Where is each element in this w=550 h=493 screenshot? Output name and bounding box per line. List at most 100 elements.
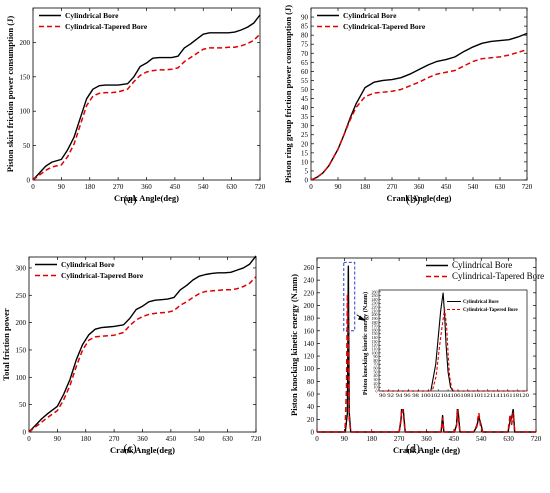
y-tick-label: 75 xyxy=(301,41,309,49)
x-tick-label: 270 xyxy=(394,435,405,443)
y-tick-label: 50 xyxy=(23,142,31,150)
y-tick-label: 45 xyxy=(301,95,309,103)
inset-y-tick-label: 140 xyxy=(372,335,378,340)
inset-series-line xyxy=(379,292,527,392)
y-tick-label: 0 xyxy=(23,429,27,437)
y-tick-label: 260 xyxy=(304,264,315,272)
y-tick-label: 25 xyxy=(301,131,309,139)
inset-background xyxy=(367,286,532,409)
y-tick-label: 0 xyxy=(305,177,309,185)
inset-y-tick-label: 190 xyxy=(372,316,378,321)
y-tick-label: 150 xyxy=(16,346,27,354)
x-tick-label: 720 xyxy=(522,183,533,191)
y-tick-label: 200 xyxy=(20,39,31,47)
x-tick-label: 540 xyxy=(194,435,205,443)
x-tick-label: 720 xyxy=(251,435,262,443)
inset-y-axis-label: Piston knocking kinetic energy (N.mm) xyxy=(362,292,369,395)
x-tick-label: 360 xyxy=(414,183,425,191)
x-tick-label: 450 xyxy=(166,435,177,443)
y-tick-label: 180 xyxy=(304,315,315,323)
y-tick-label: 65 xyxy=(301,59,309,67)
x-tick-label: 180 xyxy=(85,183,96,191)
x-tick-label: 630 xyxy=(503,435,514,443)
x-tick-label: 90 xyxy=(58,183,66,191)
y-tick-label: 120 xyxy=(304,353,315,361)
y-tick-label: 50 xyxy=(19,401,27,409)
y-tick-label: 70 xyxy=(301,50,309,58)
y-tick-label: 40 xyxy=(301,104,309,112)
legend-entry: Cylindrical-Tapered Bore xyxy=(61,271,144,280)
x-tick-label: 90 xyxy=(335,183,343,191)
plot-frame xyxy=(28,256,257,433)
y-axis-label: Piston ring group friction power consump… xyxy=(283,5,293,183)
x-tick-label: 360 xyxy=(421,435,432,443)
y-tick-label: 20 xyxy=(301,140,309,148)
inset-series-line xyxy=(379,308,527,392)
y-tick-label: 100 xyxy=(20,108,31,116)
inset-y-tick-label: 240 xyxy=(372,297,378,302)
y-axis-label: Piston knocking kinetic energy (N.mm) xyxy=(289,274,299,416)
y-tick-label: 60 xyxy=(301,68,309,76)
x-tick-label: 90 xyxy=(54,435,62,443)
inset-y-tick-label: 200 xyxy=(372,312,378,317)
x-tick-label: 540 xyxy=(476,435,487,443)
panel-label: (b) xyxy=(406,192,420,206)
y-tick-label: 60 xyxy=(307,391,315,399)
inset-y-tick-label: 150 xyxy=(372,331,378,336)
x-tick-label: 450 xyxy=(170,183,181,191)
inset-y-tick-label: 230 xyxy=(372,301,378,306)
x-tick-label: 270 xyxy=(109,435,120,443)
inset-y-tick-label: 80 xyxy=(374,358,378,363)
y-tick-label: 85 xyxy=(301,23,309,31)
series-line-cylindrical-bore xyxy=(28,255,257,433)
series-line-cylindrical-bore xyxy=(32,14,261,181)
x-axis-label: Crank Angle (deg) xyxy=(393,445,460,455)
y-tick-label: 0 xyxy=(311,429,315,437)
series-line-cylindrical-tapered-bore xyxy=(317,293,536,433)
series-line-cylindrical-bore xyxy=(310,32,528,181)
x-tick-label: 0 xyxy=(31,183,35,191)
x-tick-label: 630 xyxy=(495,183,506,191)
x-axis-label: Crank Angle(deg) xyxy=(387,193,452,203)
x-axis-label: Crank Angle(deg) xyxy=(110,445,175,455)
legend-entry: Cylindrical Bore xyxy=(61,260,115,269)
x-tick-label: 360 xyxy=(141,183,152,191)
inset-legend-entry: Cylindrical Bore xyxy=(463,300,499,305)
inset-y-tick-label: 0 xyxy=(376,388,378,393)
inset-x-tick-labels: 90 92 94 96 98 1001021041061081101121141… xyxy=(379,393,530,399)
y-tick-label: 150 xyxy=(20,73,31,81)
y-tick-label: 100 xyxy=(304,365,315,373)
y-tick-label: 200 xyxy=(304,302,315,310)
x-tick-label: 270 xyxy=(387,183,398,191)
y-axis-label: Piston skirt friction power consumption … xyxy=(5,16,15,173)
panel-label: (c) xyxy=(123,441,136,455)
x-tick-label: 90 xyxy=(341,435,349,443)
x-tick-label: 360 xyxy=(137,435,148,443)
chart-panel-2: 0 90 180 270 360 450 540 630 7200510152025303540… xyxy=(283,5,533,206)
legend-entry: Cylindrical Bore xyxy=(452,260,512,270)
inset-y-tick-label: 90 xyxy=(374,354,378,359)
chart-panel-1: 0 90 180 270 360 450 540 630 720 0 50 100 150 200 Cran… xyxy=(5,7,266,206)
y-tick-label: 50 xyxy=(301,86,309,94)
legend-entry: Cylindrical-Tapered Bore xyxy=(343,22,426,31)
inset-y-tick-label: 10 xyxy=(374,385,378,390)
x-tick-label: 180 xyxy=(367,435,378,443)
y-tick-label: 300 xyxy=(16,264,27,272)
x-tick-label: 720 xyxy=(531,435,542,443)
callout-arrowhead xyxy=(358,315,366,321)
legend-entry: Cylindrical-Tapered Bore xyxy=(65,22,148,31)
series-line-cylindrical-tapered-bore xyxy=(32,33,261,181)
inset-y-tick-label: 70 xyxy=(374,362,378,367)
y-tick-label: 5 xyxy=(305,167,309,175)
inset-y-tick-label: 220 xyxy=(372,305,378,310)
legend-entry: Cylindrical Bore xyxy=(343,11,397,20)
legend-entry: Cylindrical Bore xyxy=(65,11,119,20)
y-tick-label: 100 xyxy=(16,374,27,382)
y-tick-label: 240 xyxy=(304,277,315,285)
y-tick-label: 40 xyxy=(307,403,315,411)
y-tick-label: 90 xyxy=(301,14,309,22)
inset-y-tick-label: 110 xyxy=(372,346,378,351)
inset-y-tick-label: 60 xyxy=(374,366,378,371)
